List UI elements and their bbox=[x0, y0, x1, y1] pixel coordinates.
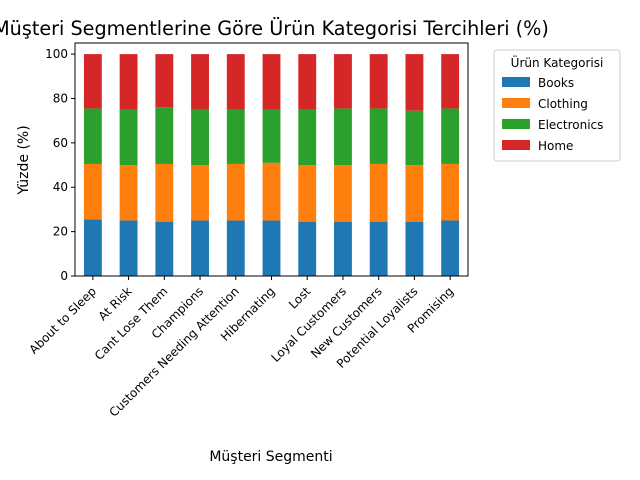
bar-electronics-10 bbox=[441, 108, 460, 164]
x-tick-label: Customers Needing Attention bbox=[107, 284, 242, 419]
bar-home-2 bbox=[155, 54, 174, 108]
bar-books-8 bbox=[369, 221, 388, 276]
bar-books-10 bbox=[441, 220, 460, 276]
x-tick-label: Lost bbox=[286, 284, 314, 312]
legend-swatch-clothing bbox=[502, 98, 530, 108]
bar-home-9 bbox=[405, 54, 424, 111]
bar-books-7 bbox=[334, 221, 352, 276]
bar-books-4 bbox=[226, 220, 245, 276]
bar-electronics-6 bbox=[298, 109, 317, 166]
bar-electronics-5 bbox=[262, 109, 281, 163]
bar-electronics-8 bbox=[369, 108, 388, 164]
legend-swatch-books bbox=[502, 77, 530, 87]
plot-frame bbox=[74, 42, 469, 277]
legend-label-electronics: Electronics bbox=[538, 118, 603, 132]
x-axis-label: Müşteri Segmenti bbox=[209, 449, 332, 465]
bar-books-5 bbox=[262, 220, 281, 276]
legend-label-home: Home bbox=[538, 139, 573, 153]
y-tick-label: 40 bbox=[53, 180, 68, 194]
legend-label-books: Books bbox=[538, 76, 574, 90]
bar-home-7 bbox=[334, 54, 352, 109]
y-axis-label: Yüzde (%) bbox=[16, 125, 32, 195]
y-tick-label: 60 bbox=[53, 136, 68, 150]
bar-home-0 bbox=[83, 54, 102, 109]
bar-electronics-1 bbox=[119, 109, 138, 166]
x-tick-label: About to Sleep bbox=[27, 284, 99, 356]
bar-books-2 bbox=[155, 221, 174, 276]
bar-electronics-3 bbox=[191, 109, 209, 166]
legend-swatch-electronics bbox=[502, 119, 530, 129]
bar-books-6 bbox=[298, 221, 317, 276]
bar-home-3 bbox=[191, 54, 209, 110]
bar-electronics-9 bbox=[405, 110, 424, 166]
bar-home-8 bbox=[369, 54, 388, 109]
legend-swatch-home bbox=[502, 140, 530, 150]
bar-clothing-5 bbox=[262, 162, 281, 221]
bar-electronics-4 bbox=[226, 109, 245, 164]
bar-clothing-7 bbox=[334, 165, 352, 222]
bar-clothing-9 bbox=[405, 165, 424, 222]
bar-clothing-1 bbox=[119, 165, 138, 221]
bar-home-4 bbox=[226, 54, 245, 110]
bar-electronics-0 bbox=[83, 108, 102, 164]
legend: Ürün Kategorisi Books Clothing Electronics… bbox=[493, 49, 621, 162]
bar-clothing-2 bbox=[155, 163, 174, 222]
y-tick-label: 100 bbox=[45, 47, 68, 61]
bar-electronics-7 bbox=[334, 108, 352, 166]
bar-home-1 bbox=[119, 54, 138, 110]
y-tick-label: 20 bbox=[53, 225, 68, 239]
bar-books-9 bbox=[405, 221, 424, 276]
bar-home-5 bbox=[262, 54, 281, 110]
bar-clothing-6 bbox=[298, 165, 317, 222]
bar-electronics-2 bbox=[155, 107, 174, 164]
bar-books-1 bbox=[119, 220, 138, 276]
y-axis: 0 20 40 60 80 100 bbox=[45, 47, 75, 283]
bar-clothing-3 bbox=[191, 165, 209, 221]
legend-title: Ürün Kategorisi bbox=[511, 54, 604, 70]
bar-clothing-8 bbox=[369, 163, 388, 222]
bar-clothing-0 bbox=[83, 163, 102, 220]
legend-label-clothing: Clothing bbox=[538, 97, 588, 111]
bar-home-10 bbox=[441, 54, 460, 109]
bar-clothing-4 bbox=[226, 163, 245, 221]
y-tick-label: 0 bbox=[60, 269, 68, 283]
y-tick-label: 80 bbox=[53, 91, 68, 105]
chart-title: Müşteri Segmentlerine Göre Ürün Kategori… bbox=[0, 17, 549, 40]
bar-books-0 bbox=[83, 219, 102, 276]
bar-home-6 bbox=[298, 54, 317, 110]
bar-books-3 bbox=[191, 220, 209, 276]
bar-clothing-10 bbox=[441, 163, 460, 221]
bar-group bbox=[83, 54, 460, 276]
